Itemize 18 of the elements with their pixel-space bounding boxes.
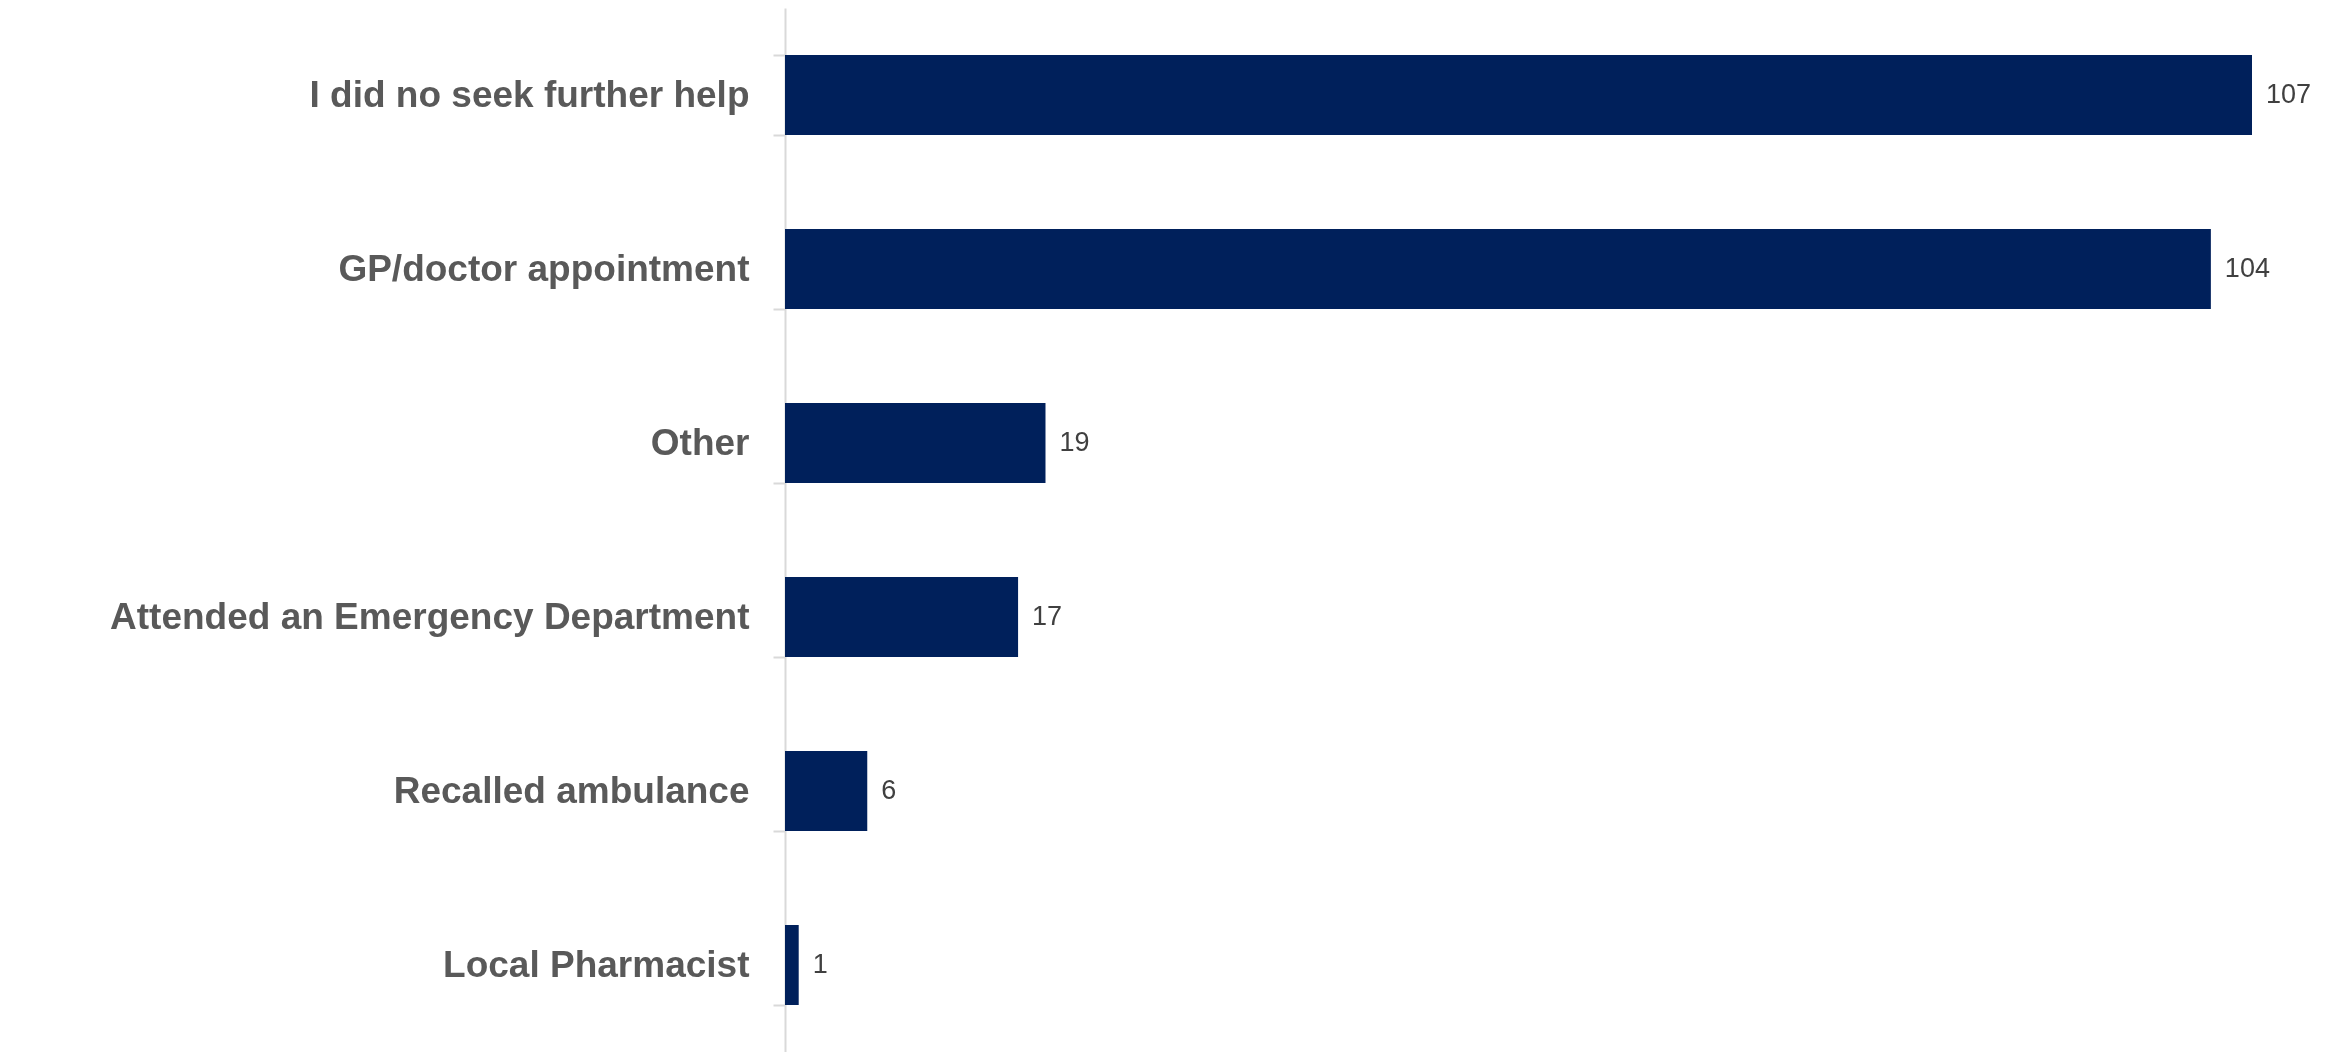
- y-tick-label: I did no seek further help: [309, 73, 750, 115]
- data-label: 6: [881, 775, 897, 805]
- y-tick-label: GP/doctor appointment: [338, 247, 750, 289]
- y-tick-label: Local Pharmacist: [443, 943, 750, 985]
- data-label: 1: [812, 949, 828, 979]
- data-label: 19: [1059, 427, 1090, 457]
- bar: [785, 924, 799, 1006]
- y-tick-label: Attended an Emergency Department: [110, 595, 750, 637]
- y-tick-label: Other: [650, 421, 750, 463]
- bar: [785, 54, 2252, 136]
- bar: [785, 402, 1046, 484]
- y-tick-label: Recalled ambulance: [393, 769, 750, 811]
- bar: [785, 750, 868, 832]
- bar: [785, 576, 1019, 658]
- bar: [785, 228, 2211, 310]
- data-label: 17: [1032, 601, 1063, 631]
- data-label: 107: [2266, 79, 2312, 109]
- data-label: 104: [2224, 253, 2270, 283]
